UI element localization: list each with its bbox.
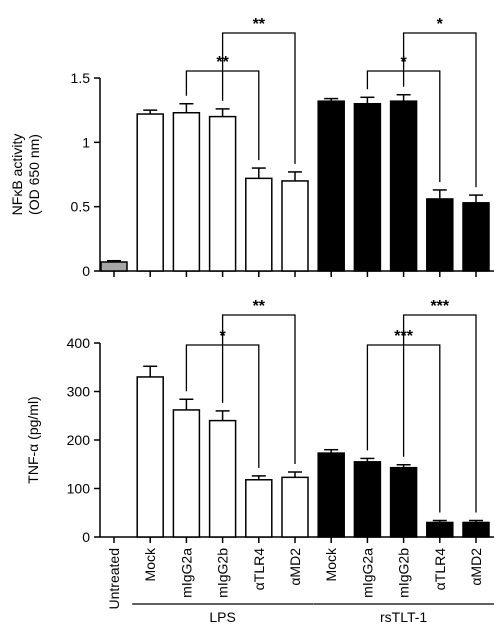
bar <box>245 479 273 538</box>
significance-label: * <box>437 16 444 33</box>
x-tick-label: Mock <box>323 547 339 581</box>
x-tick-label: αMD2 <box>468 548 484 586</box>
bar <box>462 521 490 538</box>
y-tick-label: 400 <box>67 335 91 351</box>
bar <box>317 452 345 538</box>
bar <box>281 476 309 538</box>
group-label: rsTLT-1 <box>380 609 427 625</box>
y-tick-label: 0 <box>82 529 90 545</box>
y-axis-label: NFκB activity <box>9 134 25 216</box>
bar <box>136 376 164 538</box>
x-tick-label: mIgG2a <box>178 548 194 598</box>
y-tick-label: 0 <box>82 263 90 279</box>
bar <box>426 198 454 272</box>
significance-bracket <box>402 32 477 188</box>
significance-bracket <box>221 314 296 465</box>
y-tick-label: 200 <box>67 432 91 448</box>
bar <box>462 202 490 272</box>
significance-label: ** <box>253 16 266 33</box>
bar <box>208 419 237 538</box>
group-labels: LPS rsTLT-1 <box>132 603 494 625</box>
y-tick-label: 1 <box>82 134 90 150</box>
significance-label: ** <box>253 298 266 315</box>
bar <box>172 111 201 272</box>
bar <box>389 100 418 272</box>
bar <box>426 521 454 538</box>
bar <box>317 100 345 272</box>
bar <box>100 261 128 272</box>
bar <box>281 180 309 272</box>
x-tick-label: mIgG2a <box>359 548 375 598</box>
significance-bracket <box>221 32 296 164</box>
bar <box>172 409 201 538</box>
bar <box>353 102 382 272</box>
x-tick-label: mIgG2b <box>396 548 412 598</box>
bar <box>208 115 237 272</box>
x-tick-label: αTLR4 <box>251 548 267 591</box>
significance-bracket <box>402 314 477 513</box>
bar <box>245 177 273 272</box>
bar <box>136 113 164 272</box>
y-tick-label: 100 <box>67 481 91 497</box>
y-axis-label-unit: (OD 650 nm) <box>26 134 42 215</box>
x-tick-label: mIgG2b <box>215 548 231 598</box>
y-tick-label: 0.5 <box>71 199 91 215</box>
x-tick-label: Untreated <box>106 548 122 609</box>
bar <box>353 461 382 538</box>
x-tick-label: Mock <box>142 547 158 581</box>
significance-label: *** <box>430 298 449 315</box>
x-tick-labels: Untreated Mock mIgG2a mIgG2b αTLR4 αMD2 Mock mI… <box>106 547 484 609</box>
bar <box>389 466 418 538</box>
x-tick-label: αMD2 <box>287 548 303 586</box>
x-tick-label: αTLR4 <box>432 548 448 591</box>
y-tick-label: 1.5 <box>71 70 91 86</box>
y-tick-label: 300 <box>67 384 91 400</box>
group-label: LPS <box>209 609 235 625</box>
y-axis-label: TNF-α (pg/ml) <box>25 396 41 483</box>
